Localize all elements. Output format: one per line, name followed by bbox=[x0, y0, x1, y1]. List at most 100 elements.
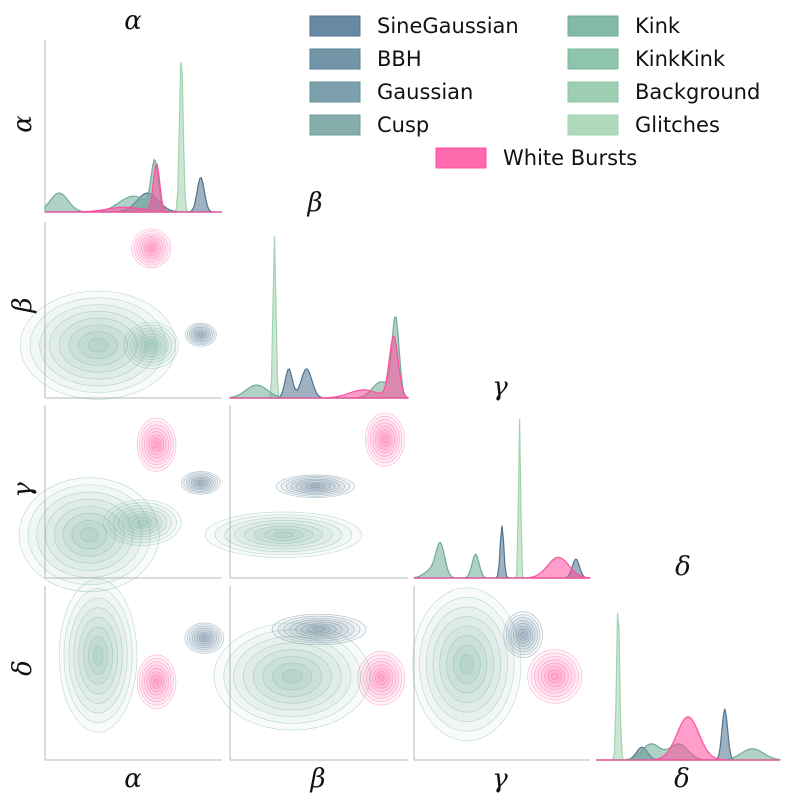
contour-sinegaussian bbox=[199, 634, 210, 643]
contour-sinegaussian bbox=[290, 478, 341, 494]
contour-sinegaussian bbox=[300, 481, 331, 491]
contour-kink bbox=[88, 636, 109, 676]
diag-title-2: γ bbox=[492, 372, 508, 402]
contour-kink bbox=[117, 508, 167, 538]
contour-kink bbox=[53, 505, 125, 564]
contour-kink bbox=[233, 635, 352, 717]
contour-kink bbox=[147, 342, 155, 349]
kde-white-bursts bbox=[45, 163, 222, 213]
contour-sinegaussian bbox=[184, 322, 217, 347]
contour-kink bbox=[282, 669, 303, 684]
contour-kink bbox=[122, 510, 163, 535]
legend-label-sinegaussian: SineGaussian bbox=[377, 14, 519, 38]
contour-sinegaussian bbox=[201, 635, 208, 641]
contour-white-bursts bbox=[377, 429, 393, 450]
contour-kink bbox=[92, 645, 104, 666]
contour-white-bursts bbox=[146, 243, 157, 254]
legend-swatch-sinegaussian bbox=[309, 15, 361, 37]
contour-white-bursts bbox=[547, 669, 562, 684]
contour-kink bbox=[123, 321, 179, 369]
col-label-3: δ bbox=[674, 764, 690, 794]
contour-sinegaussian bbox=[196, 632, 212, 645]
contour-kink bbox=[130, 327, 172, 363]
contour-kink bbox=[419, 596, 515, 732]
contour-sinegaussian bbox=[192, 328, 209, 341]
contour-sinegaussian bbox=[520, 631, 526, 638]
contour-white-bursts bbox=[138, 235, 164, 261]
contour-white-bursts bbox=[357, 651, 406, 706]
row-label-3: δ bbox=[8, 660, 38, 676]
contour-white-bursts bbox=[360, 654, 403, 702]
contour-white-bursts bbox=[144, 664, 170, 699]
contour-kink bbox=[432, 616, 501, 713]
contour-sinegaussian bbox=[189, 626, 220, 651]
contour-sinegaussian bbox=[306, 625, 331, 634]
contour-sinegaussian bbox=[508, 617, 538, 653]
contour-white-bursts bbox=[527, 649, 583, 704]
contour-white-bursts bbox=[382, 436, 388, 444]
contour-kink bbox=[242, 642, 342, 711]
legend-label-kinkkink: KinkKink bbox=[635, 47, 726, 71]
legend-swatch-background bbox=[567, 81, 619, 103]
contour-kink bbox=[223, 629, 362, 724]
diag-title-3: δ bbox=[675, 552, 691, 582]
contour-white-bursts bbox=[363, 657, 400, 699]
contour-sinegaussian bbox=[271, 613, 367, 646]
legend-swatch-white-bursts bbox=[435, 147, 487, 169]
contour-kink bbox=[425, 606, 508, 722]
contour-white-bursts bbox=[544, 666, 566, 687]
contour-white-bursts bbox=[141, 661, 172, 703]
contour-sinegaussian bbox=[198, 332, 203, 337]
legend-swatch-bbh bbox=[309, 48, 361, 70]
contour-kink bbox=[252, 649, 332, 704]
contour-sinegaussian bbox=[187, 624, 222, 652]
contour-white-bursts bbox=[366, 661, 397, 696]
contour-white-bursts bbox=[136, 233, 167, 264]
row-label-0: α bbox=[8, 115, 38, 133]
contour-white-bursts bbox=[153, 441, 160, 449]
contour-kink bbox=[45, 498, 134, 571]
legend-label-glitches: Glitches bbox=[635, 113, 720, 137]
contour-sinegaussian bbox=[510, 620, 536, 650]
contour-kink bbox=[80, 527, 99, 543]
contour-white-bursts bbox=[143, 240, 159, 256]
contour-white-bursts bbox=[375, 671, 388, 686]
col-label-0: α bbox=[124, 764, 142, 794]
contour-kink bbox=[68, 597, 128, 714]
contour-white-bursts bbox=[148, 245, 154, 252]
contour-sinegaussian bbox=[194, 329, 207, 340]
contour-sinegaussian bbox=[283, 617, 355, 642]
contour-white-bursts bbox=[136, 654, 177, 709]
contour-kink bbox=[127, 513, 158, 532]
contour-sinegaussian bbox=[289, 619, 349, 640]
contour-kink bbox=[273, 531, 294, 538]
contour-kink bbox=[27, 484, 151, 586]
legend-label-kink: Kink bbox=[635, 14, 681, 38]
contour-white-bursts bbox=[141, 424, 172, 466]
kde-white-bursts bbox=[414, 556, 591, 579]
contour-white-bursts bbox=[378, 674, 385, 682]
contour-sinegaussian bbox=[191, 628, 217, 649]
contour-kink bbox=[36, 491, 143, 578]
contour-kink bbox=[132, 516, 153, 529]
legend-label-white-bursts: White Bursts bbox=[503, 146, 637, 170]
contour-sinegaussian bbox=[190, 476, 211, 489]
contour-kink bbox=[204, 511, 362, 558]
contour-kink bbox=[452, 644, 481, 684]
contour-sinegaussian bbox=[188, 325, 213, 344]
contour-kink bbox=[126, 324, 176, 366]
contour-sinegaussian bbox=[196, 331, 205, 338]
contour-kink bbox=[243, 523, 323, 547]
col-label-2: γ bbox=[492, 764, 508, 794]
contour-sinegaussian bbox=[312, 627, 326, 632]
legend-swatch-glitches bbox=[567, 114, 619, 136]
contour-kink bbox=[133, 330, 169, 361]
contour-kink bbox=[262, 656, 322, 697]
legend-label-background: Background bbox=[635, 80, 760, 104]
legend: SineGaussianBBHGaussianCuspKinkKinkKinkB… bbox=[309, 14, 760, 170]
contour-white-bursts bbox=[372, 667, 391, 689]
contour-white-bursts bbox=[133, 231, 169, 266]
contour-white-bursts bbox=[551, 672, 559, 681]
contour-white-bursts bbox=[146, 431, 167, 459]
